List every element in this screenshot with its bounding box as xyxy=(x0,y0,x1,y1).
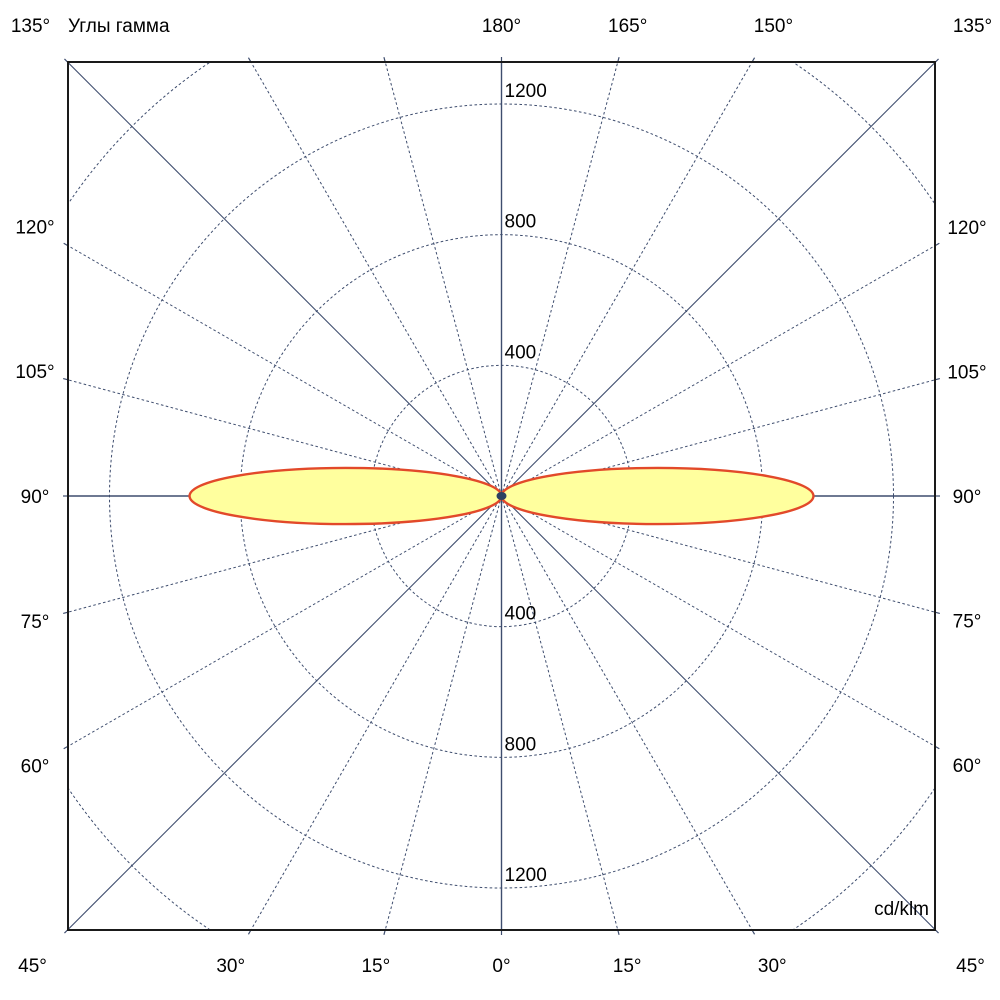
gamma-label-bottom-0-center: 0° xyxy=(492,956,510,977)
gamma-label-bottom-30-left: 30° xyxy=(216,956,245,977)
radial-line-150 xyxy=(501,62,753,497)
radial-line-315 xyxy=(68,495,502,930)
gamma-label-left-105: 105° xyxy=(15,362,54,383)
gamma-label-top-180-center: 180° xyxy=(482,16,521,37)
units-label: cd/klm xyxy=(874,899,929,920)
gamma-label-bottom-15-left: 15° xyxy=(361,956,390,977)
intensity-lobe-right xyxy=(500,466,815,526)
radial-line-165 xyxy=(501,62,619,497)
ring-label-1200-top: 1200 xyxy=(505,81,547,102)
ring-label-400-top: 400 xyxy=(505,342,537,363)
gamma-label-left-120: 120° xyxy=(15,218,54,239)
radial-line-60 xyxy=(501,495,935,747)
radial-line-255 xyxy=(68,379,502,497)
radial-line-30 xyxy=(501,495,753,930)
intensity-lobe-left xyxy=(188,466,503,526)
gamma-label-right-75: 75° xyxy=(953,612,982,633)
plot-frame xyxy=(67,61,936,931)
gamma-label-top-135-right: 135° xyxy=(953,16,992,37)
gamma-label-right-120: 120° xyxy=(947,218,986,239)
gamma-label-right-90: 90° xyxy=(953,487,982,508)
chart-title: Углы гамма xyxy=(68,16,170,37)
radial-line-240 xyxy=(68,245,502,497)
gamma-label-left-60: 60° xyxy=(21,756,50,777)
radial-line-120 xyxy=(501,245,935,497)
radial-line-45 xyxy=(501,495,935,930)
radial-line-195 xyxy=(384,62,502,497)
gamma-label-bottom-45-right: 45° xyxy=(956,956,985,977)
radial-line-345 xyxy=(384,495,502,930)
radial-line-210 xyxy=(250,62,502,497)
radial-line-300 xyxy=(68,495,502,747)
radial-line-225 xyxy=(68,62,502,497)
axis-labels: 400 400 800 800 1200 1200 135° 180° 165° 150° 135°… xyxy=(11,16,992,977)
radial-line-135 xyxy=(501,62,935,497)
gamma-label-bottom-15-right: 15° xyxy=(613,956,642,977)
center-dot xyxy=(496,492,507,500)
radial-line-15 xyxy=(501,495,619,930)
radial-line-285 xyxy=(68,495,502,613)
gamma-label-left-75: 75° xyxy=(21,612,50,633)
ring-label-800-bottom: 800 xyxy=(505,734,537,755)
ring-label-1200-bottom: 1200 xyxy=(505,865,547,886)
gamma-label-top-150-right: 150° xyxy=(754,16,793,37)
gamma-label-bottom-45-left: 45° xyxy=(18,956,47,977)
gamma-label-top-165-right: 165° xyxy=(608,16,647,37)
gamma-label-right-105: 105° xyxy=(947,362,986,383)
ring-label-400-bottom: 400 xyxy=(505,604,537,625)
gamma-label-top-135-left: 135° xyxy=(11,16,50,37)
gamma-label-right-60: 60° xyxy=(953,756,982,777)
radial-line-330 xyxy=(250,495,502,930)
gamma-label-left-90: 90° xyxy=(21,487,50,508)
radial-line-75 xyxy=(501,495,935,613)
radial-line-105 xyxy=(501,379,935,497)
gamma-label-bottom-30-right: 30° xyxy=(758,956,787,977)
ring-label-800-top: 800 xyxy=(505,212,537,233)
intensity-curve xyxy=(188,466,815,526)
